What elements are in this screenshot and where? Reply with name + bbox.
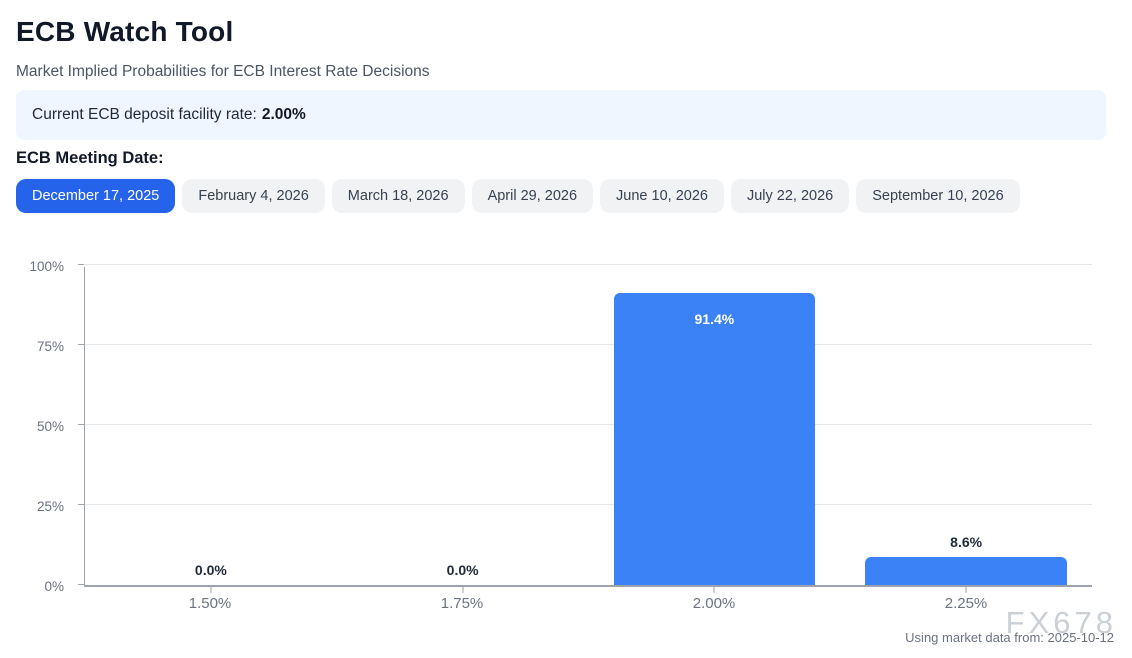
meeting-date-tabs: December 17, 2025 February 4, 2026 March 1… <box>16 179 1116 213</box>
bar-value-label-1-50: 0.0% <box>194 562 227 578</box>
gridline-50 <box>85 424 1092 425</box>
x-tick-2-00 <box>713 587 715 593</box>
deposit-rate-banner: Current ECB deposit facility rate: 2.00% <box>16 90 1106 140</box>
y-tick-25 <box>78 504 84 505</box>
bar-value-label-1-75: 0.0% <box>446 562 479 578</box>
chart-plot-area: 0.0% 0.0% 91.4% 8.6% <box>78 264 1092 593</box>
page-subtitle: Market Implied Probabilities for ECB Int… <box>16 63 430 80</box>
y-axis-label-100: 100% <box>29 259 64 274</box>
x-axis-label-2-00: 2.00% <box>692 595 736 612</box>
fx678-watermark: FX678 <box>1005 605 1117 640</box>
bar-value-label-2-25: 8.6% <box>950 534 983 551</box>
x-axis-label-2-25: 2.25% <box>944 595 988 612</box>
y-axis-label-0: 0% <box>44 579 64 594</box>
probability-chart: 0% 25% 50% 75% 100% 0.0% 0.0% 91.4% 8.6% 1.50% 1… <box>16 257 1092 622</box>
tab-july-22-2026[interactable]: July 22, 2026 <box>730 179 850 213</box>
gridline-25 <box>85 504 1092 505</box>
deposit-rate-value: 2.00% <box>261 106 306 123</box>
header: ECB Watch Tool Market Implied Probabilit… <box>0 0 1132 213</box>
y-tick-100 <box>78 264 84 265</box>
gridline-75 <box>85 344 1092 345</box>
tab-february-4-2026[interactable]: February 4, 2026 <box>182 179 325 213</box>
bar-2-00 <box>613 292 816 585</box>
x-tick-2-25 <box>965 587 967 593</box>
x-axis-label-1-75: 1.75% <box>440 595 484 612</box>
deposit-rate-label: Current ECB deposit facility rate: <box>32 106 257 123</box>
bar-value-label-2-00: 91.4% <box>694 310 735 327</box>
y-tick-50 <box>78 424 84 425</box>
market-data-source-note: Using market data from: 2025-10-12 <box>905 630 1114 645</box>
x-axis-label-1-50: 1.50% <box>188 595 232 612</box>
gridline-100 <box>85 264 1092 265</box>
tab-june-10-2026[interactable]: June 10, 2026 <box>600 179 724 213</box>
y-tick-75 <box>78 344 84 345</box>
page-title: ECB Watch Tool <box>16 16 234 47</box>
tab-december-17-2025[interactable]: December 17, 2025 <box>16 179 176 213</box>
x-tick-1-75 <box>462 587 464 593</box>
y-axis-labels: 0% 25% 50% 75% 100% <box>16 257 74 622</box>
tab-april-29-2026[interactable]: April 29, 2026 <box>471 179 594 213</box>
y-tick-0 <box>78 584 84 585</box>
x-tick-1-50 <box>210 587 212 593</box>
y-axis-label-75: 75% <box>36 339 64 354</box>
tab-september-10-2026[interactable]: September 10, 2026 <box>856 179 1020 213</box>
bar-2-25 <box>865 557 1067 585</box>
y-axis-label-25: 25% <box>36 499 64 514</box>
x-axis-labels: 1.50% 1.75% 2.00% 2.25% <box>84 595 1092 617</box>
tab-march-18-2026[interactable]: March 18, 2026 <box>331 179 465 213</box>
y-axis-label-50: 50% <box>36 419 64 434</box>
meeting-date-heading: ECB Meeting Date: <box>16 149 164 167</box>
